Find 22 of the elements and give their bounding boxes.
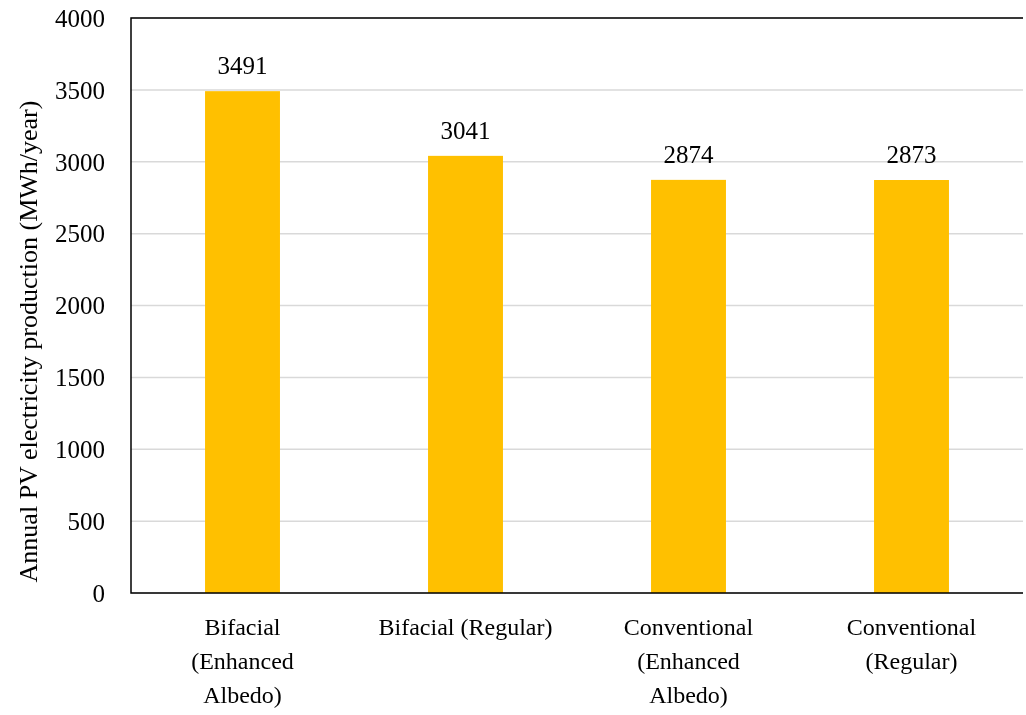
y-tick-label: 2500 bbox=[55, 220, 105, 248]
bar bbox=[205, 91, 280, 593]
x-tick-label: Bifacial (Enhanced Albedo) bbox=[191, 614, 294, 708]
data-label: 2874 bbox=[663, 140, 714, 168]
y-tick-label: 3000 bbox=[55, 148, 105, 176]
y-tick-label: 4000 bbox=[55, 4, 105, 32]
data-label: 2873 bbox=[886, 141, 937, 169]
bar bbox=[428, 155, 503, 593]
y-tick-label: 2000 bbox=[55, 292, 105, 320]
x-tick-label: Bifacial (Regular) bbox=[378, 614, 553, 640]
y-tick-label: 1000 bbox=[55, 436, 105, 463]
y-tick-label: 0 bbox=[92, 579, 105, 607]
y-tick-label: 3500 bbox=[55, 76, 105, 104]
data-label: 3041 bbox=[440, 116, 491, 144]
y-tick-label: 500 bbox=[67, 507, 105, 535]
bar bbox=[651, 179, 726, 593]
y-axis-title: Annual PV electricity production (MWh/year) bbox=[14, 100, 44, 583]
x-tick-label: Conventional (Enhanced Albedo) bbox=[623, 614, 754, 708]
y-tick-label: 1500 bbox=[55, 364, 105, 392]
data-label: 3491 bbox=[217, 52, 268, 80]
x-tick-label: Conventional (Regular) bbox=[846, 614, 977, 674]
bar bbox=[874, 180, 949, 593]
